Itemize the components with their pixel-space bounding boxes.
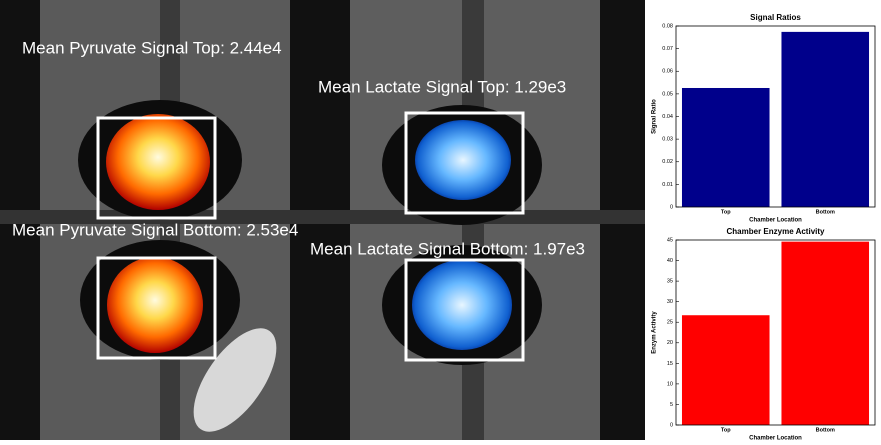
y-tick-label: 0 bbox=[670, 204, 673, 210]
x-axis-label: Chamber Location bbox=[749, 218, 802, 224]
y-tick-label: 0.03 bbox=[662, 137, 673, 143]
y-tick-label: 0.08 bbox=[662, 23, 673, 29]
mri-image: Mean Pyruvate Signal Top: 2.44e4 Mean La… bbox=[0, 0, 645, 440]
bar bbox=[781, 242, 869, 425]
y-tick-label: 25 bbox=[667, 320, 673, 326]
y-tick-label: 0.06 bbox=[662, 69, 673, 75]
x-tick-label: Bottom bbox=[816, 427, 835, 433]
y-tick-label: 0.04 bbox=[662, 114, 673, 120]
y-tick-label: 0.02 bbox=[662, 159, 673, 165]
y-tick-label: 40 bbox=[667, 258, 673, 264]
bar bbox=[781, 32, 869, 207]
y-tick-label: 0.01 bbox=[662, 182, 673, 188]
annotation: Mean Pyruvate Signal Top: 2.44e4 bbox=[22, 38, 282, 57]
y-tick-label: 35 bbox=[667, 279, 673, 285]
annotation: Mean Lactate Signal Bottom: 1.97e3 bbox=[310, 239, 585, 258]
annotation: Mean Lactate Signal Top: 1.29e3 bbox=[318, 77, 566, 96]
chart-title: Signal Ratios bbox=[750, 13, 801, 22]
bar bbox=[682, 315, 770, 425]
y-tick-label: 20 bbox=[667, 340, 673, 346]
y-tick-label: 5 bbox=[670, 402, 673, 408]
y-axis-label: Enzym Activity bbox=[652, 311, 658, 354]
x-axis-label: Chamber Location bbox=[749, 436, 802, 440]
x-tick-label: Bottom bbox=[816, 209, 835, 215]
y-axis-label: Signal Ratio bbox=[652, 99, 658, 134]
figure: Mean Pyruvate Signal Top: 2.44e4 Mean La… bbox=[0, 0, 881, 440]
chart-title: Chamber Enzyme Activity bbox=[727, 227, 826, 236]
y-tick-label: 10 bbox=[667, 381, 673, 387]
y-tick-label: 0 bbox=[670, 422, 673, 428]
y-tick-label: 30 bbox=[667, 299, 673, 305]
y-tick-label: 15 bbox=[667, 361, 673, 367]
y-tick-label: 45 bbox=[667, 237, 673, 243]
charts: Signal Ratios Chamber Location Signal Rati… bbox=[652, 13, 875, 440]
bar bbox=[682, 88, 770, 207]
y-tick-label: 0.07 bbox=[662, 46, 673, 52]
x-tick-label: Top bbox=[721, 209, 731, 215]
annotation: Mean Pyruvate Signal Bottom: 2.53e4 bbox=[12, 220, 298, 239]
y-tick-label: 0.05 bbox=[662, 91, 673, 97]
x-tick-label: Top bbox=[721, 427, 731, 433]
